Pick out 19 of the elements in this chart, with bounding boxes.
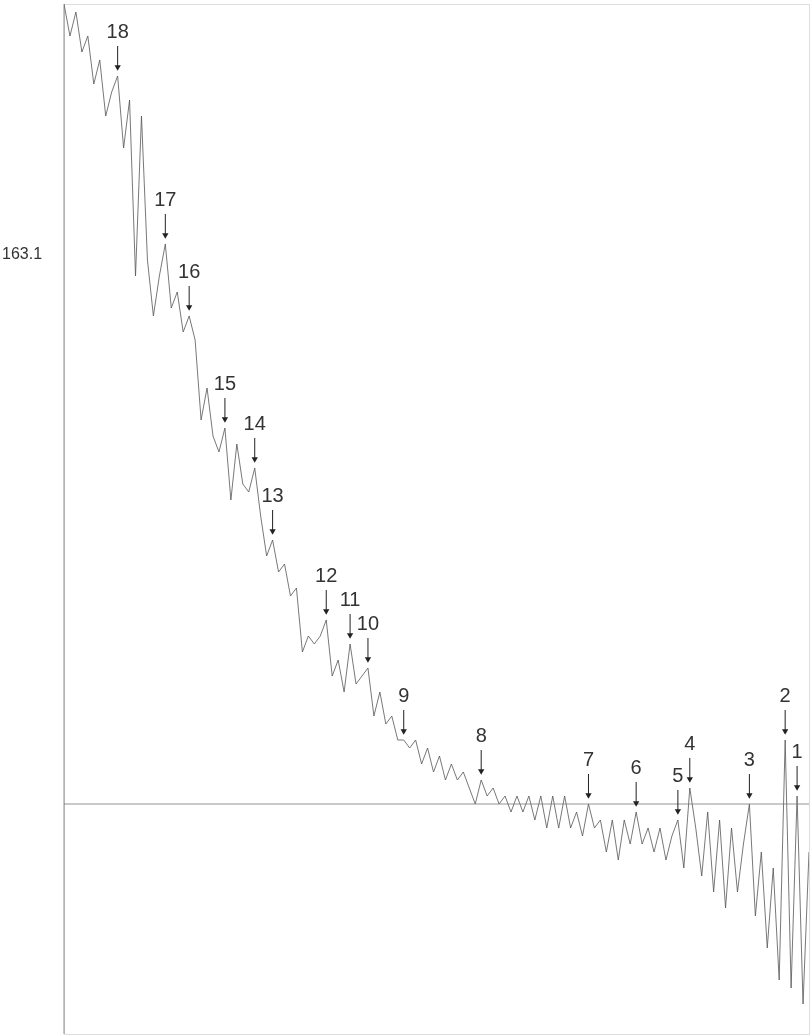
annotation: 3 [743, 748, 755, 770]
annotation: 14 [243, 412, 266, 434]
annotation: 6 [630, 756, 642, 778]
annotation: 18 [106, 20, 129, 42]
annotation: 10 [356, 612, 380, 634]
annotation: 11 [339, 588, 361, 610]
annotation: 13 [261, 484, 284, 506]
annotation: 9 [398, 684, 410, 706]
annotation: 8 [475, 724, 487, 746]
annotation: 15 [213, 372, 237, 394]
annotation: 7 [582, 748, 595, 770]
annotation: 16 [178, 260, 201, 282]
annotation: 2 [779, 684, 791, 706]
annotation: 4 [684, 732, 696, 754]
annotation: 17 [154, 188, 177, 210]
annotation: 1 [791, 740, 803, 762]
text: 163.1 [2, 245, 43, 262]
annotation: 12 [315, 564, 338, 586]
annotation: 5 [672, 764, 684, 786]
